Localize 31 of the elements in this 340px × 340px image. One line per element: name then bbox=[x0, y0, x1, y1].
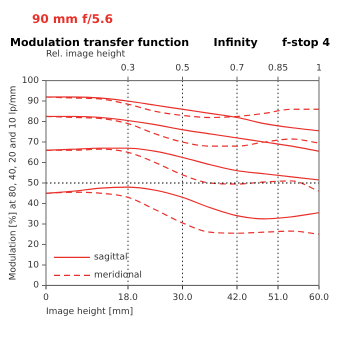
chart-title: 90 mm f/5.6 bbox=[31, 11, 114, 28]
y-tick-label: 30 bbox=[28, 219, 40, 230]
x-axis-title: Image height [mm] bbox=[46, 306, 134, 317]
x2-tick-label: 1 bbox=[316, 64, 322, 74]
y-tick-label: 10 bbox=[28, 260, 40, 270]
y-tick-label: 80 bbox=[28, 116, 40, 127]
legend-label: meridional bbox=[94, 270, 142, 281]
y-tick-label: 50 bbox=[28, 178, 40, 188]
y-tick-label: 100 bbox=[22, 76, 40, 86]
x-tick-label: 42.0 bbox=[227, 293, 248, 304]
y-tick-label: 90 bbox=[28, 96, 40, 106]
y-tick-label: 20 bbox=[28, 240, 40, 250]
y-tick-label: 40 bbox=[28, 198, 40, 209]
x-tick-label: 18.0 bbox=[118, 293, 138, 304]
x2-tick-label: 0.5 bbox=[175, 64, 190, 74]
x-tick-label: 60.0 bbox=[308, 293, 330, 304]
y-tick-label: 60 bbox=[28, 158, 40, 168]
x2-axis-title: Rel. image height bbox=[46, 50, 126, 60]
y-tick-label: 0 bbox=[33, 280, 40, 291]
y-axis-title: Modulation [%] at 80, 40, 20 and 10 lp/mm bbox=[8, 86, 19, 280]
text: Modulation transfer function bbox=[10, 36, 190, 49]
x-tick-label: 51.0 bbox=[268, 293, 288, 304]
x2-tick-label: 0.3 bbox=[120, 64, 136, 74]
text: f-stop 4 bbox=[282, 36, 330, 49]
text: Infinity bbox=[214, 36, 258, 49]
x-tick-label: 0 bbox=[43, 293, 50, 304]
x-tick-label: 30.0 bbox=[172, 293, 193, 304]
legend-label: sagittal bbox=[94, 252, 128, 263]
x2-tick-label: 0.85 bbox=[268, 64, 288, 74]
y-tick-label: 70 bbox=[28, 137, 40, 148]
x2-tick-label: 0.7 bbox=[230, 64, 244, 74]
